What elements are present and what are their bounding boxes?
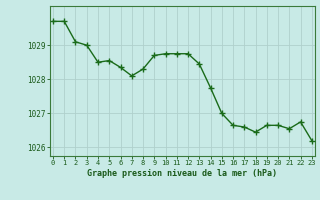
X-axis label: Graphe pression niveau de la mer (hPa): Graphe pression niveau de la mer (hPa) [87, 169, 277, 178]
